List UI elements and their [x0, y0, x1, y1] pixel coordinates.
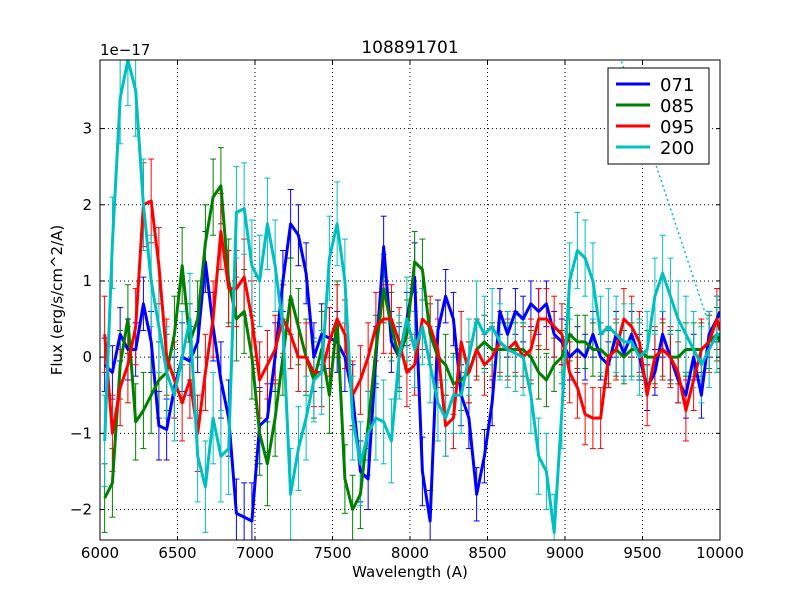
x-tick-label: 7000	[236, 544, 274, 562]
y-tick-label: −2	[70, 501, 92, 519]
x-tick-label: 8500	[468, 544, 506, 562]
tick-layer: 6000 6500 7000 7500 8000 8500 9000 9500 10000 −2 −…	[70, 60, 744, 562]
y-offset-label: 1e−17	[100, 41, 150, 59]
legend-label-085: 085	[660, 96, 694, 117]
series-085-line	[103, 184, 720, 511]
y-axis-label: Flux (erg/s/cm^2/A)	[48, 225, 66, 376]
y-tick-label: 1	[82, 272, 92, 290]
series-095-line	[103, 199, 720, 435]
y-tick-label: 3	[82, 120, 92, 138]
series-200-line	[103, 60, 720, 534]
legend-label-071: 071	[660, 75, 694, 96]
x-tick-label: 7500	[313, 544, 351, 562]
x-tick-label: 10000	[696, 544, 744, 562]
legend-label-095: 095	[660, 117, 694, 138]
y-tick-label: 0	[82, 348, 92, 366]
y-tick-label: −1	[70, 424, 92, 442]
x-tick-label: 6500	[158, 544, 196, 562]
y-tick-label: 2	[82, 196, 92, 214]
x-axis-label: Wavelength (A)	[352, 563, 468, 581]
x-tick-label: 8000	[391, 544, 429, 562]
series-layer	[101, 60, 720, 540]
chart-title: 108891701	[361, 38, 458, 58]
legend-label-200: 200	[660, 138, 694, 159]
x-tick-label: 9000	[546, 544, 584, 562]
x-tick-label: 9500	[623, 544, 661, 562]
series-071-line	[103, 222, 720, 523]
x-tick-label: 6000	[81, 544, 119, 562]
